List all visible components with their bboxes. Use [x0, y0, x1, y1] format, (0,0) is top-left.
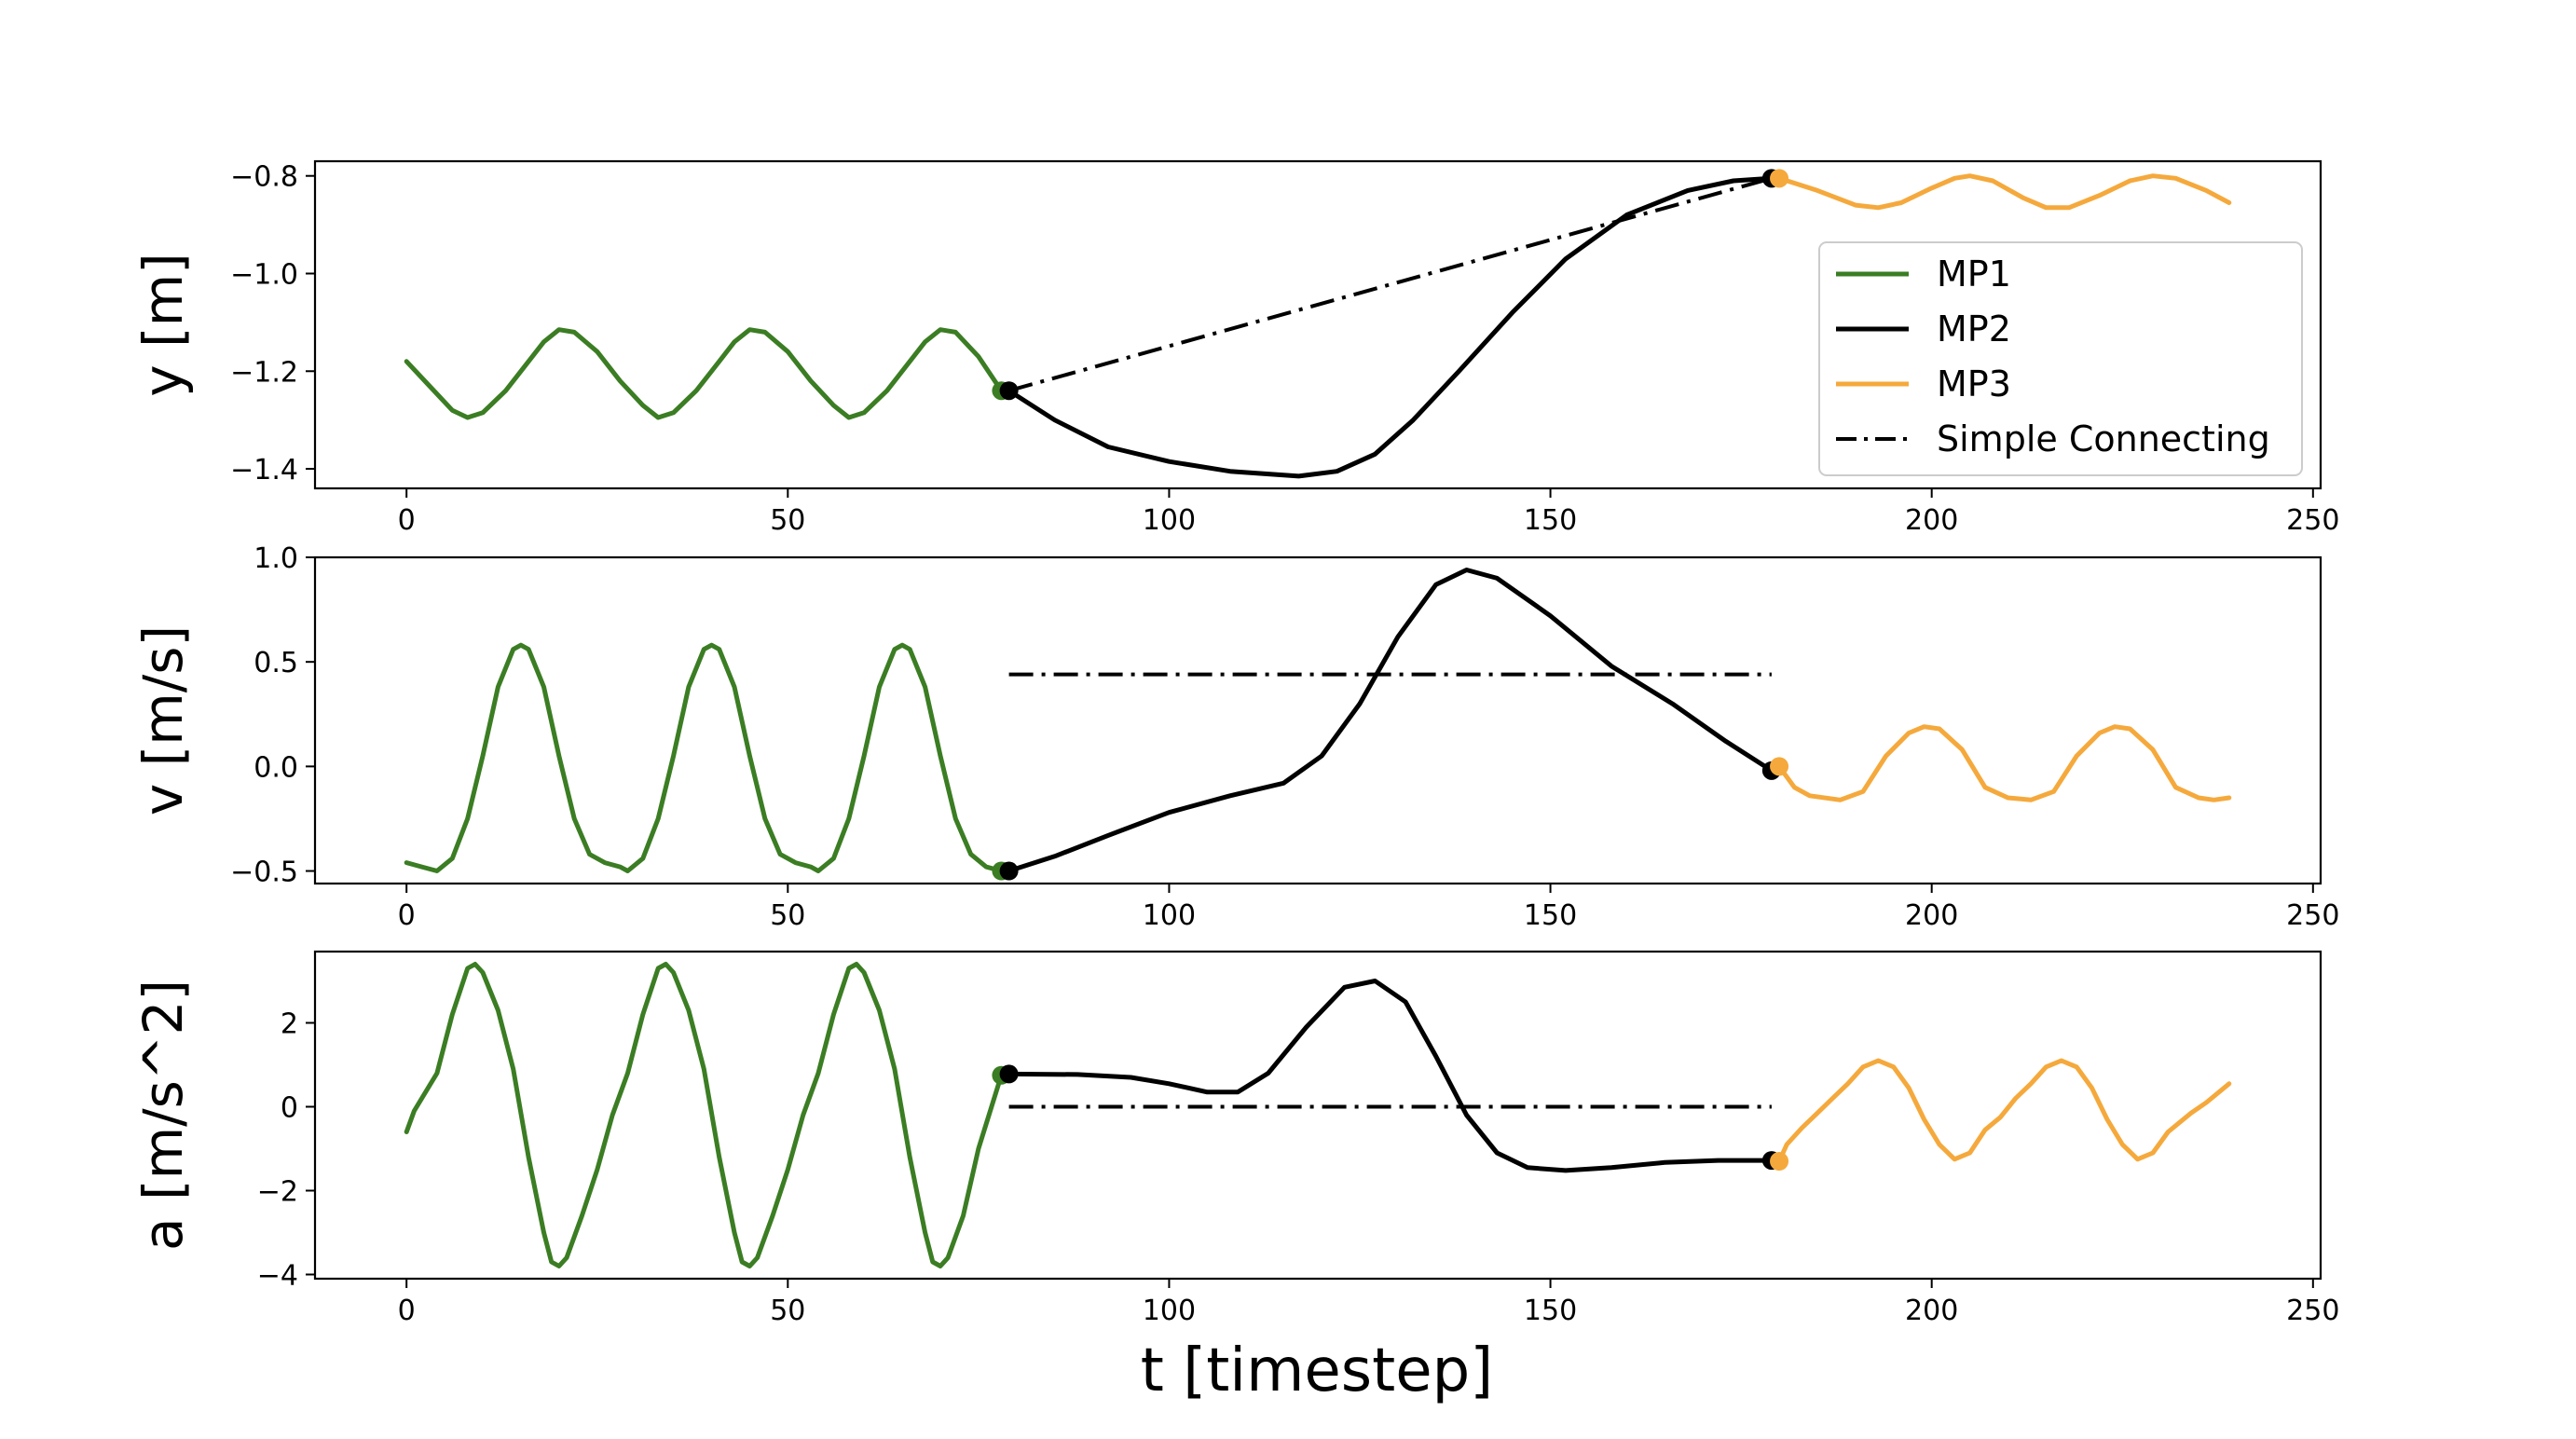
boundary-marker [999, 861, 1019, 881]
x-tick-label: 250 [2286, 1295, 2339, 1327]
x-tick-label: 100 [1143, 899, 1196, 932]
series-line-mp1 [404, 642, 1004, 873]
y-tick-label: 1.0 [253, 542, 298, 575]
y-tick-label: −1.2 [230, 356, 298, 389]
x-tick-label: 50 [770, 504, 805, 537]
axes-frame-3 [313, 950, 2323, 1281]
x-tick-label: 50 [770, 1295, 805, 1327]
y-tick-label: −0.5 [230, 857, 298, 889]
boundary-marker [1770, 169, 1789, 188]
boundary-marker [999, 381, 1019, 401]
legend-frame [1818, 241, 2303, 476]
boundary-marker [1770, 757, 1789, 776]
x-tick-label: 0 [398, 1295, 416, 1327]
panels: 0 50 100 150 200 250−0.8−1.0−1.2−1.4y [m]0 50 1… [131, 159, 2339, 1327]
x-tick-label: 0 [398, 899, 416, 932]
y-axis-label-2: v [m/s] [131, 625, 195, 815]
panel-3: 0 50 100 150 200 250 2 0 −2 −4 a [m/s^2] [131, 950, 2339, 1327]
y-tick-label: 0 [281, 1092, 298, 1125]
boundary-marker [1770, 1152, 1789, 1171]
x-tick-label: 150 [1524, 504, 1577, 537]
panel-1: 0 50 100 150 200 250 −0.8 −1.0 −1.2 −1.4 y [m] [131, 159, 2339, 537]
x-tick-label: 150 [1524, 899, 1577, 932]
axes-frame-1 [313, 159, 2323, 490]
legend-label: Simple Connecting [1937, 418, 2270, 459]
x-tick-label: 50 [770, 899, 805, 932]
x-tick-label: 100 [1143, 1295, 1196, 1327]
legend-label: MP2 [1937, 308, 2011, 349]
y-tick-label: −0.8 [230, 161, 298, 194]
axes-frame-2 [313, 555, 2323, 885]
y-axis-label-3: a [m/s^2] [131, 980, 195, 1251]
legend-label: MP1 [1937, 254, 2011, 295]
series-line-simple-connecting [1008, 176, 1773, 393]
legend: MP1 MP2 MP3 Simple Connecting [1818, 241, 2303, 476]
y-tick-label: −1.4 [230, 454, 298, 487]
panel-2: 0 50 100 150 200 250 1.0 0.5 0.0 −0.5 v [m/s] [131, 542, 2339, 932]
x-tick-label: 150 [1524, 1295, 1577, 1327]
y-tick-label: −2 [257, 1176, 298, 1209]
x-tick-label: 250 [2286, 899, 2339, 932]
y-tick-label: −4 [257, 1260, 298, 1293]
x-tick-label: 200 [1905, 1295, 1958, 1327]
series-line-mp1 [404, 327, 1004, 420]
series-line-mp2 [1007, 568, 1774, 873]
series-line-mp3 [1776, 173, 2232, 211]
series-line-mp2 [1007, 175, 1774, 479]
y-tick-label: 0.0 [253, 751, 298, 784]
y-tick-label: −1.0 [230, 258, 298, 291]
series-line-mp3 [1776, 1058, 2232, 1164]
x-tick-label: 200 [1905, 504, 1958, 537]
x-tick-label: 100 [1143, 504, 1196, 537]
x-tick-label: 250 [2286, 504, 2339, 537]
y-axis-label-1: y [m] [131, 253, 195, 397]
x-axis-label: t [timestep] [1141, 1336, 1493, 1405]
y-tick-label: 0.5 [253, 647, 298, 679]
series-line-mp3 [1776, 724, 2232, 802]
legend-label: MP3 [1937, 363, 2011, 404]
y-tick-label: 2 [281, 1008, 298, 1041]
x-tick-label: 0 [398, 504, 416, 537]
series-line-mp1 [404, 962, 1004, 1268]
series-line-mp2 [1007, 979, 1774, 1173]
boundary-marker [999, 1064, 1019, 1084]
x-tick-label: 200 [1905, 899, 1958, 932]
